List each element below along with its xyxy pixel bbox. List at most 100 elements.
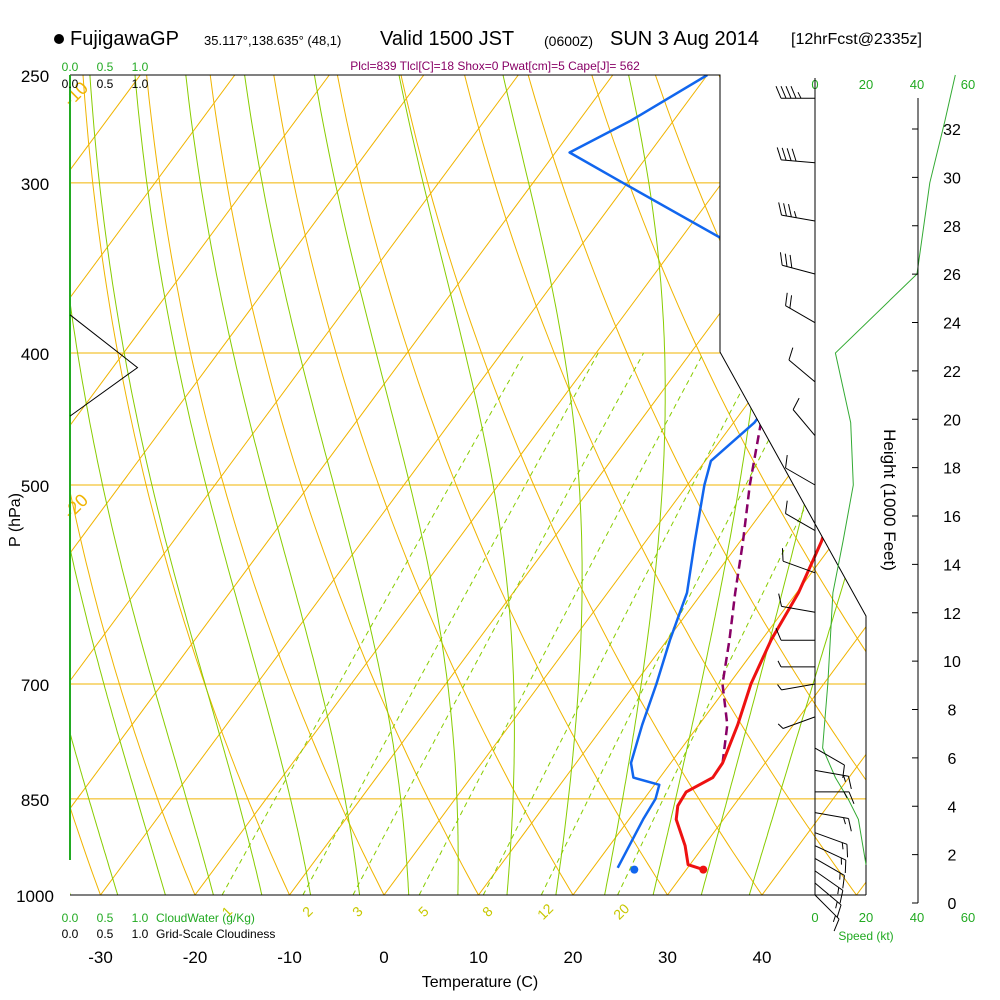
height-tick-label: 0	[948, 896, 957, 913]
wind-barb-half-flag	[777, 723, 784, 729]
mixing-ratio-line	[540, 352, 814, 895]
mixing-ratio-label: 12	[534, 900, 556, 922]
speed-tick-label: 0	[811, 910, 818, 925]
wind-barb	[785, 292, 816, 324]
height-tick-label: 20	[943, 412, 961, 429]
wind-barb-flag	[791, 148, 797, 162]
isotherm-line	[667, 75, 866, 895]
height-tick-label: 12	[943, 606, 961, 623]
wind-barb	[777, 716, 816, 729]
surface-dewpoint-marker	[630, 865, 639, 874]
height-tick-label: 26	[943, 267, 961, 284]
temperature-tick-label: -20	[183, 948, 208, 967]
wind-barb-flag	[785, 455, 788, 469]
wind-barb-flag	[790, 86, 797, 99]
dry-adiabat-line	[143, 75, 400, 895]
wind-barb-staff	[785, 305, 816, 324]
mixing-ratio-label: 5	[415, 903, 432, 920]
station-marker	[54, 34, 64, 44]
pressure-tick-label: 500	[21, 477, 49, 496]
wind-barb	[781, 548, 816, 574]
wind-barb-staff	[781, 214, 816, 222]
wind-barb-staff	[785, 513, 816, 531]
forecast-info: [12hrFcst@2335z]	[791, 31, 922, 48]
speed-tick-label: 20	[859, 910, 873, 925]
cloudiness-profile	[69, 314, 139, 417]
dry-adiabat-line	[70, 75, 208, 895]
temperature-tick-label: -10	[277, 948, 302, 967]
cloudwater-axis-title: CloudWater (g/Kg)	[156, 911, 255, 925]
pressure-tick-label: 700	[21, 676, 49, 695]
wind-barb-half-flag	[835, 901, 838, 909]
cloudwater-scale-label: 1.0	[132, 911, 149, 925]
wind-barb-staff	[814, 882, 842, 906]
cloudiness-axis-title: Grid-Scale Cloudiness	[156, 927, 275, 941]
wind-barb-flag	[778, 593, 783, 607]
wind-barb	[814, 812, 852, 832]
pressure-tick-label: 400	[21, 345, 49, 364]
dry-adiabat-line	[269, 75, 591, 895]
wind-barb	[792, 397, 816, 437]
isotherm-line	[70, 75, 236, 895]
wind-barb	[778, 202, 816, 222]
temperature-tick-label: 30	[658, 948, 677, 967]
dry-adiabat-line	[962, 51, 1000, 924]
height-tick-label: 2	[948, 848, 957, 865]
pressure-tick-label: 850	[21, 791, 49, 810]
wind-barb-staff	[814, 845, 847, 861]
moist-adiabat-line	[87, 75, 269, 895]
dewpoint-profile	[568, 75, 803, 869]
dry-adiabat-line	[332, 75, 687, 895]
wind-barb-flag	[779, 252, 783, 266]
wind-barb-staff	[814, 747, 845, 766]
mixing-ratio-line	[221, 352, 526, 895]
wind-barb	[779, 252, 816, 275]
wind-barb	[788, 347, 816, 383]
plot-area	[0, 51, 1000, 924]
speed-axis-title: Speed (kt)	[838, 929, 893, 943]
mixing-ratio-label: 2	[299, 903, 316, 920]
temperature-axis-title: Temperature (C)	[422, 974, 538, 991]
dry-adiabat-line	[0, 51, 16, 924]
cloudwater-scale-label: 1.0	[132, 60, 149, 74]
speed-tick-label: 20	[859, 77, 873, 92]
dry-adiabat-line	[583, 75, 866, 895]
dry-adiabat-line	[395, 75, 783, 895]
wind-barb	[777, 660, 815, 668]
isotherm-line	[951, 75, 1000, 895]
wind-barb-half-flag	[797, 91, 802, 99]
wind-barb-flag	[848, 791, 855, 805]
isotherm-line	[761, 75, 866, 895]
height-tick-label: 18	[943, 461, 961, 478]
wind-barb-staff	[814, 769, 849, 777]
dry-adiabat-line	[458, 75, 866, 895]
wind-barb	[785, 455, 816, 486]
pressure-tick-label: 300	[21, 175, 49, 194]
wind-barb	[814, 870, 844, 904]
moist-adiabat-line	[496, 75, 583, 895]
height-tick-label: 16	[943, 509, 961, 526]
wind-barb-flag	[786, 148, 792, 161]
wind-barb-flag	[781, 548, 784, 562]
wind-barb-flag	[833, 918, 840, 932]
mixing-ratio-line	[418, 352, 704, 895]
wind-barb-flag	[783, 203, 787, 217]
wind-barb	[785, 500, 816, 531]
dry-adiabat-line	[70, 75, 112, 895]
temperature-tick-label: 10	[469, 948, 488, 967]
pressure-axis-title: P (hPa)	[7, 493, 24, 547]
wind-barb-flag	[788, 204, 792, 217]
dry-adiabat-line	[521, 75, 866, 895]
wind-barb-staff	[814, 894, 840, 920]
moist-adiabat-line	[70, 75, 127, 895]
cloudiness-scale-label: 0.0	[62, 927, 79, 941]
wind-barb-half-flag	[777, 660, 782, 668]
wind-barb-flag	[778, 202, 783, 216]
wind-barb-flag	[788, 347, 794, 361]
wind-barb-half-flag	[832, 915, 836, 923]
wind-barb-staff	[792, 409, 816, 437]
wind-barb-flag	[775, 627, 782, 641]
wind-barb-half-flag	[841, 842, 844, 850]
wind-barb	[814, 894, 840, 932]
